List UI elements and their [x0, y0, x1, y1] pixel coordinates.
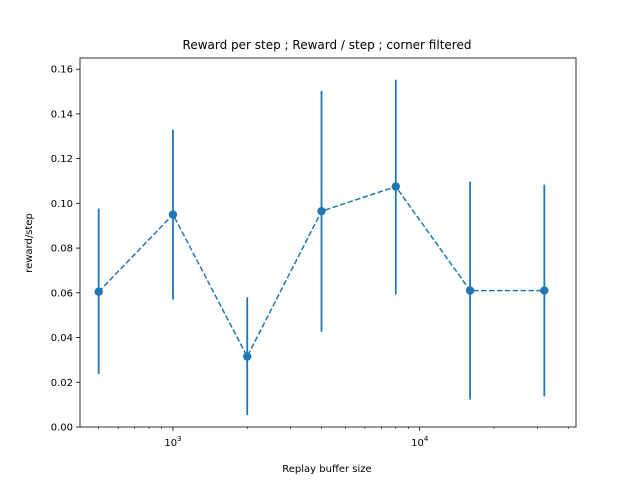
data-point [168, 210, 178, 219]
x-axis-label: Replay buffer size [282, 464, 371, 475]
data-point [465, 286, 475, 295]
x-tick-label: 104 [411, 435, 429, 449]
y-tick-label: 0.00 [51, 423, 73, 434]
data-point [317, 206, 326, 216]
data-point [391, 182, 400, 191]
data-point [243, 352, 252, 361]
y-tick-label: 0.16 [51, 65, 73, 76]
axes-frame [79, 57, 577, 428]
y-tick-label: 0.10 [51, 199, 73, 210]
chart-title: Reward per step ; Reward / step ; corner… [183, 38, 472, 52]
y-tick-label: 0.06 [51, 288, 73, 299]
y-tick-label: 0.04 [51, 333, 73, 344]
y-tick-label: 0.14 [51, 109, 73, 120]
y-tick-label: 0.02 [51, 378, 73, 389]
data-point [94, 287, 103, 296]
x-tick-label: 103 [164, 435, 181, 449]
data-point [540, 286, 549, 295]
y-tick-label: 0.12 [51, 154, 73, 165]
y-axis-label: reward/step [24, 213, 35, 273]
plot-area: 0.00 0.02 0.04 0.06 0.08 0.10 0.12 0.14 0.16 103 1… [51, 57, 577, 449]
y-tick-label: 0.08 [51, 244, 73, 255]
